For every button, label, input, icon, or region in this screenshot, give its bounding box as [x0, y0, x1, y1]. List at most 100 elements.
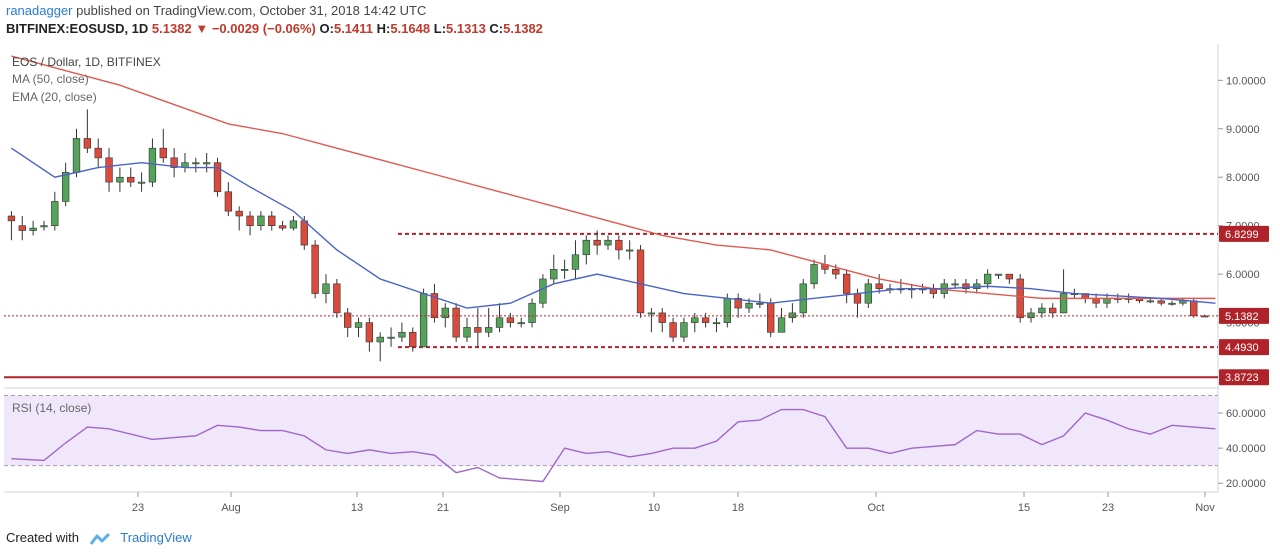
price-tag: [1219, 369, 1269, 386]
publish-info: ranadagger published on TradingView.com,…: [6, 3, 426, 18]
time-tick-label: 18: [732, 502, 744, 514]
candle-body: [604, 239, 612, 246]
candle-body: [278, 225, 287, 229]
time-tick-label: 23: [1102, 502, 1114, 514]
candle-body: [127, 176, 135, 183]
symbol-bar: BITFINEX:EOSUSD, 1D 5.1382 ▼ −0.0029 (−0…: [6, 21, 543, 36]
candle-body: [137, 181, 146, 184]
down-arrow-icon: ▼: [195, 21, 209, 36]
candle-body: [94, 147, 102, 159]
price-tag-label: 5.1382: [1225, 311, 1259, 323]
candle-body: [1092, 298, 1100, 304]
candle-body: [853, 293, 862, 304]
price-tag: [1219, 307, 1269, 324]
candle-body: [51, 201, 59, 226]
candle-body: [268, 215, 276, 226]
candle-body: [875, 283, 883, 289]
time-tick-label: Aug: [221, 502, 241, 514]
rsi-legend[interactable]: RSI (14, close): [12, 401, 91, 415]
candle-body: [213, 162, 222, 193]
candle-body: [116, 176, 124, 183]
candle-body: [246, 215, 254, 226]
candle-body: [474, 327, 482, 333]
ohlc-c-label: C:: [489, 21, 504, 36]
time-tick-label: Sep: [550, 502, 570, 514]
candle-body: [788, 312, 797, 319]
time-tick-label: 10: [648, 502, 660, 514]
candle-body: [582, 239, 590, 256]
chart-canvas[interactable]: 10.00009.00008.00007.00006.00005.000060.…: [0, 0, 1280, 524]
price-tick-label: 10.0000: [1226, 75, 1266, 87]
candle-body: [224, 191, 233, 212]
candle-body: [647, 312, 656, 315]
ohlc-l-label: L:: [433, 21, 447, 36]
symbol: BITFINEX:EOSUSD, 1D: [6, 21, 149, 36]
candle-body: [593, 239, 601, 246]
time-tick-label: 13: [351, 502, 363, 514]
candle-body: [398, 331, 406, 338]
last-price: 5.1382: [151, 21, 192, 36]
candle-body: [1190, 300, 1198, 317]
candle-body: [333, 283, 341, 314]
time-tick-label: Nov: [1195, 502, 1215, 514]
time-tick-label: 15: [1018, 502, 1030, 514]
candle-body: [658, 312, 666, 323]
candle-body: [571, 254, 580, 270]
candle-body: [517, 322, 525, 325]
tradingview-link[interactable]: TradingView: [120, 530, 192, 545]
candle-body: [83, 138, 92, 149]
ohlc-high: 5.1648: [390, 21, 431, 36]
candle-body: [701, 317, 710, 323]
price-tag: [1219, 225, 1269, 242]
candle-body: [550, 268, 558, 280]
candle-body: [994, 273, 1003, 276]
tradingview-logo-icon: [89, 532, 110, 545]
candle-body: [810, 264, 818, 285]
price-tick-label: 8.0000: [1226, 172, 1260, 184]
candle-body: [777, 317, 786, 333]
candle-body: [528, 302, 536, 323]
ma-legend[interactable]: MA (50, close): [12, 72, 89, 86]
price-change: −0.0029 (−0.06%): [211, 21, 316, 36]
candle-body: [311, 244, 319, 294]
candle-body: [864, 283, 872, 304]
ohlc-close: 5.1382: [503, 21, 543, 36]
candle-body: [495, 317, 504, 328]
candle-body: [192, 162, 200, 165]
candle-body: [1103, 298, 1111, 304]
author-link[interactable]: ranadagger: [6, 3, 73, 18]
candle-body: [691, 317, 699, 323]
candle-body: [983, 273, 992, 285]
ohlc-h-label: H:: [376, 21, 391, 36]
candle-body: [1005, 273, 1013, 280]
candle-body: [159, 147, 167, 159]
price-tick-label: 9.0000: [1226, 124, 1260, 136]
published-text: published on TradingView.com, October 31…: [76, 3, 427, 18]
created-with-text: Created with: [6, 530, 79, 545]
candle-body: [72, 138, 81, 173]
candle-body: [40, 225, 48, 228]
candle-body: [430, 293, 439, 319]
candle-body: [712, 322, 721, 325]
footer: Created with TradingView: [6, 530, 192, 546]
candle-body: [18, 225, 26, 231]
ema-legend[interactable]: EMA (20, close): [12, 90, 97, 104]
rsi-tick-label: 20.0000: [1226, 478, 1266, 490]
candle-body: [376, 336, 384, 343]
candle-body: [29, 227, 37, 231]
rsi-tick-label: 40.0000: [1226, 443, 1266, 455]
price-tag-label: 6.8299: [1225, 229, 1259, 241]
candle-body: [387, 336, 395, 339]
candle-body: [1016, 278, 1024, 319]
candle-body: [61, 172, 70, 202]
candle-body: [767, 302, 775, 333]
time-tick-label: 21: [437, 502, 449, 514]
candle-body: [615, 239, 623, 251]
candle-body: [832, 268, 840, 275]
price-tag: [1219, 339, 1269, 356]
candle-body: [289, 220, 298, 229]
time-tick-label: 23: [132, 502, 144, 514]
candle-body: [1038, 307, 1046, 314]
candle-body: [1157, 300, 1165, 304]
candle-body: [756, 302, 764, 305]
